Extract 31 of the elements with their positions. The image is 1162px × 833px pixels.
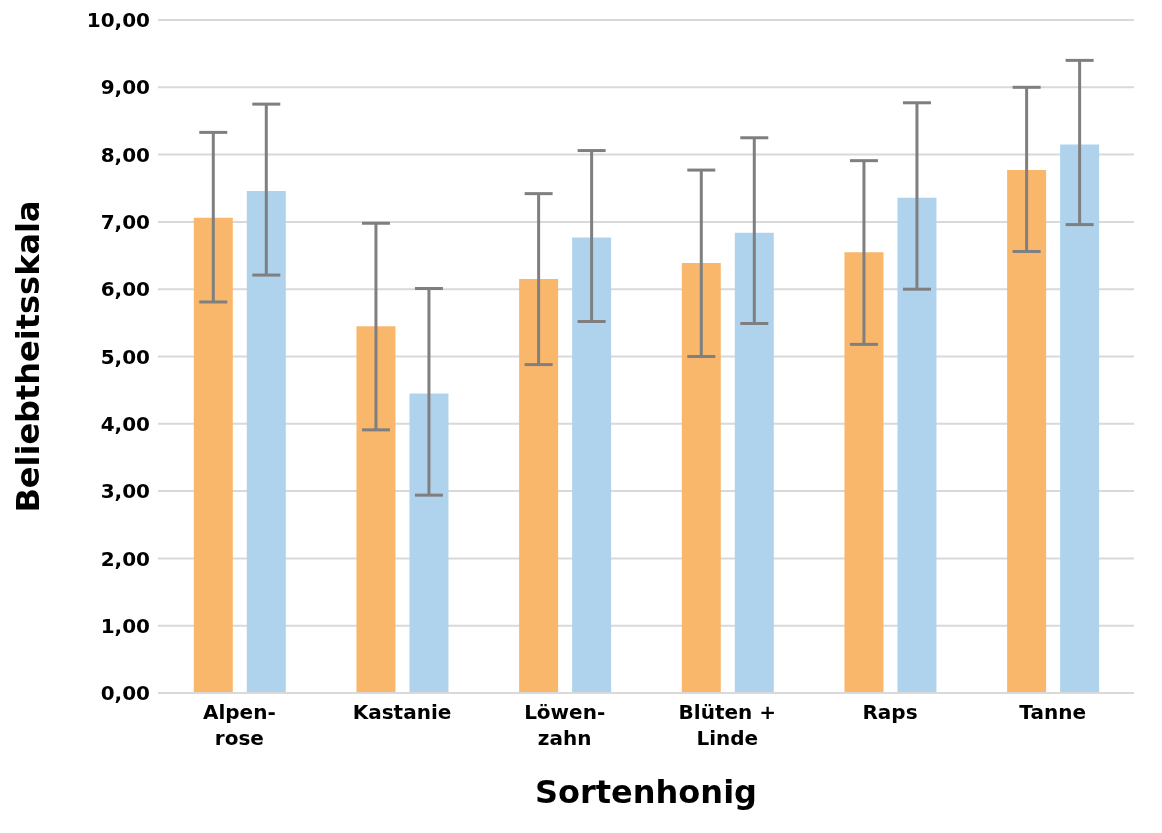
bar — [409, 393, 449, 693]
x-tick-label: Löwen- zahn — [524, 700, 606, 750]
bar — [519, 279, 559, 693]
y-tick-label: 9,00 — [100, 75, 150, 100]
x-axis-title: Sortenhonig — [534, 773, 758, 811]
y-tick-label: 1,00 — [100, 613, 150, 638]
x-tick-label: Tanne — [1019, 700, 1086, 724]
bar — [734, 232, 774, 693]
x-tick-label: Kastanie — [352, 700, 452, 724]
bar — [572, 237, 612, 693]
bar — [193, 217, 233, 693]
bar — [681, 262, 721, 693]
y-tick-label: 10,00 — [86, 8, 150, 33]
y-tick-label: 7,00 — [100, 210, 150, 234]
bar — [897, 197, 937, 693]
y-tick-label: 4,00 — [100, 411, 150, 436]
y-tick-label: 6,00 — [100, 277, 150, 302]
y-tick-label: 0,00 — [100, 681, 150, 706]
x-tick-label: Raps — [862, 700, 918, 724]
y-tick-label: 8,00 — [100, 142, 150, 167]
bar — [356, 326, 396, 693]
y-tick-label: 3,00 — [100, 479, 150, 504]
x-tick-label: Blüten + Linde — [678, 700, 777, 750]
x-tick-label: Alpen- rose — [202, 700, 276, 750]
bar — [844, 252, 884, 693]
y-tick-label: 5,00 — [100, 344, 150, 369]
bar — [246, 190, 286, 693]
bar — [1060, 144, 1100, 693]
y-tick-label: 2,00 — [100, 546, 150, 571]
y-axis-title: Beliebtheitsskala — [9, 200, 48, 513]
bar — [1007, 170, 1047, 693]
